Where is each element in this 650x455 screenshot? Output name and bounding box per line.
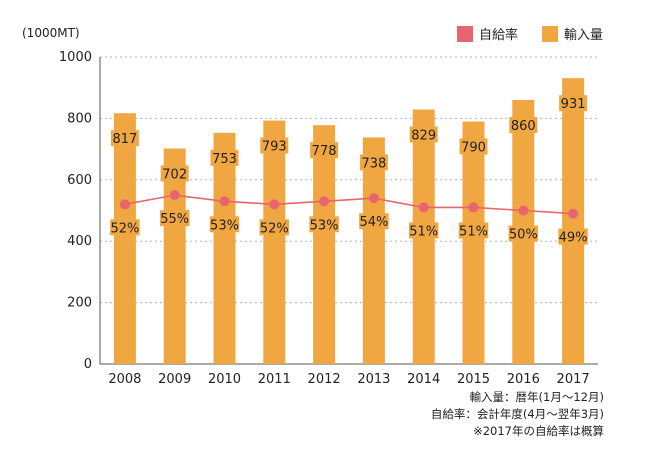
bar-value-label: 817	[112, 132, 137, 147]
bar	[362, 137, 385, 364]
rate-point	[518, 205, 529, 216]
bar-value-label: 738	[361, 156, 386, 171]
legend-item-imports: 輸入量	[542, 24, 603, 43]
bar-value-label: 753	[212, 152, 237, 167]
bar-label-bg	[310, 142, 339, 159]
bar-value-label: 931	[561, 97, 586, 112]
rate-label-bg	[508, 225, 539, 242]
x-tick-label: 2016	[507, 372, 540, 387]
rate-value-labels: 52% 55% 53% 52% 53% 54% 51% 51% 50% 49%	[110, 210, 588, 246]
rate-value-label: 53%	[210, 218, 239, 233]
rate-value-label: 54%	[359, 215, 388, 230]
rate-point	[568, 208, 579, 219]
y-tick-label: 0	[84, 357, 92, 372]
bar	[313, 125, 336, 365]
rate-point	[319, 196, 330, 207]
legend-label-rate: 自給率	[479, 28, 519, 43]
y-tick-label: 1000	[59, 50, 92, 65]
rate-label-bg	[558, 228, 588, 245]
rate-point	[418, 202, 429, 213]
y-tick-label: 400	[67, 234, 92, 249]
x-tick-label: 2011	[258, 372, 291, 387]
bar-value-label: 860	[511, 119, 536, 134]
rate-value-label: 49%	[559, 231, 588, 246]
rate-line	[124, 194, 574, 215]
bar-value-label: 778	[312, 144, 337, 159]
rate-point	[119, 199, 130, 210]
legend-item-rate: 自給率	[457, 24, 518, 43]
bar	[462, 121, 485, 364]
bar-label-bg	[260, 137, 289, 154]
rate-point	[169, 190, 180, 201]
x-tick-label: 2012	[308, 372, 341, 387]
bar	[163, 148, 186, 364]
bar	[263, 120, 286, 364]
bar-value-label: 793	[262, 140, 287, 155]
bar-label-bg	[459, 138, 488, 155]
bar-label-bg	[160, 165, 189, 182]
note-imports-period: 輸入量：暦年(1月〜12月)	[469, 390, 604, 404]
bar-label-bg	[409, 126, 438, 143]
x-tick-label: 2015	[457, 372, 490, 387]
y-axis-ticks: 0 200 400 600 800 1000	[59, 50, 92, 372]
x-tick-label: 2008	[108, 372, 141, 387]
bar-label-bg	[359, 154, 388, 171]
bar	[113, 113, 136, 364]
rate-label-bg	[458, 222, 489, 239]
x-tick-label: 2010	[208, 372, 241, 387]
x-tick-label: 2013	[357, 372, 390, 387]
rate-value-label: 55%	[160, 212, 189, 227]
y-tick-label: 600	[67, 173, 92, 188]
rate-label-bg	[159, 210, 190, 227]
bar-value-labels: 817 702 753 793 778 738 829 790 860 931	[110, 95, 588, 182]
rate-label-bg	[359, 213, 389, 230]
rate-point	[269, 199, 280, 210]
bar-value-label: 702	[162, 167, 187, 182]
rate-label-bg	[408, 222, 439, 239]
bar-label-bg	[210, 149, 239, 166]
rate-line-series	[119, 190, 579, 219]
rate-label-bg	[259, 219, 290, 236]
rate-label-bg	[110, 219, 140, 236]
y-tick-label: 800	[67, 111, 92, 126]
rate-point	[368, 193, 379, 204]
rate-value-label: 53%	[310, 218, 339, 233]
x-tick-label: 2009	[158, 372, 191, 387]
x-axis-ticks: 2008 2009 2010 2011 2012 2013 2014 2015 2016 2017	[108, 372, 589, 387]
x-tick-label: 2014	[407, 372, 440, 387]
y-axis-unit-label: (1000MT)	[22, 26, 80, 40]
bar	[213, 132, 236, 364]
x-tick-label: 2017	[557, 372, 590, 387]
rate-value-label: 51%	[409, 224, 438, 239]
rate-label-bg	[209, 216, 240, 233]
bar-label-bg	[509, 116, 538, 133]
bar-value-label: 790	[461, 140, 486, 155]
rate-value-label: 52%	[110, 221, 139, 236]
bar-label-bg	[559, 95, 588, 112]
bar-value-label: 829	[411, 128, 436, 143]
note-rate-period: 自給率：会計年度(4月〜翌年3月)	[430, 407, 604, 421]
rate-point	[468, 202, 479, 213]
rate-value-label: 50%	[509, 228, 538, 243]
bar-label-bg	[110, 130, 139, 147]
bar	[562, 78, 585, 365]
legend-swatch-rate	[457, 25, 473, 42]
legend-label-imports: 輸入量	[564, 28, 604, 43]
rate-point	[219, 196, 230, 207]
rate-label-bg	[309, 216, 339, 233]
rate-value-label: 51%	[459, 224, 488, 239]
legend-swatch-imports	[542, 25, 558, 42]
y-tick-label: 200	[67, 296, 92, 311]
note-2017-estimate: ※2017年の自給率は概算	[473, 424, 604, 438]
rate-value-label: 52%	[260, 221, 289, 236]
